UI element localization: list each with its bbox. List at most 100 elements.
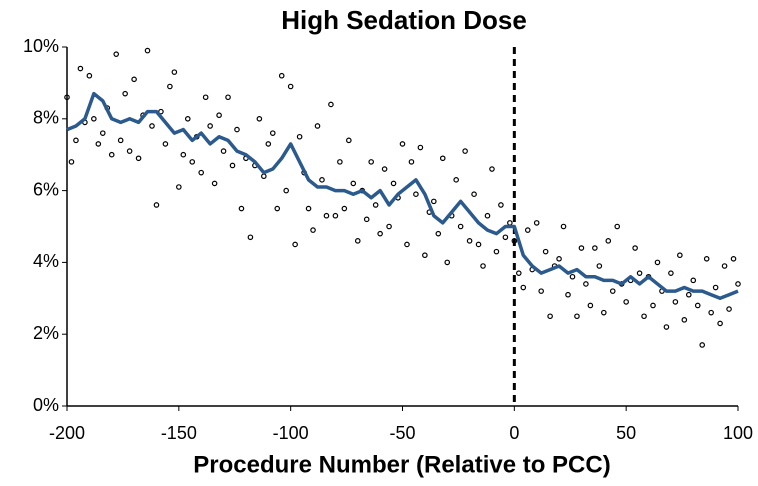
data-point (95, 141, 102, 147)
data-point (337, 159, 343, 165)
data-point (216, 112, 222, 119)
data-point (126, 148, 133, 154)
data-point (180, 151, 187, 158)
y-tick-label: 6% (33, 179, 59, 199)
y-tick-label: 10% (23, 36, 59, 56)
data-point (341, 205, 348, 212)
data-point (390, 180, 397, 187)
y-tick-label: 8% (33, 108, 59, 128)
data-point (663, 324, 670, 330)
data-point (623, 299, 629, 305)
data-point (283, 187, 289, 194)
data-point (131, 76, 137, 83)
data-point (296, 133, 303, 140)
data-point (569, 273, 576, 280)
x-tick-label: 100 (723, 423, 753, 443)
x-tick-label: -150 (161, 423, 197, 443)
data-point (211, 180, 218, 187)
data-point (511, 238, 518, 244)
data-point (654, 259, 661, 266)
y-tick-label: 0% (33, 395, 59, 415)
data-point (703, 256, 710, 262)
x-tick-label: -200 (49, 423, 85, 443)
data-point (328, 101, 334, 108)
data-point (668, 270, 674, 276)
data-point (578, 245, 585, 251)
data-point (690, 277, 697, 284)
data-point (641, 313, 647, 320)
data-point (386, 223, 392, 230)
data-point (489, 166, 495, 172)
data-point (332, 212, 339, 219)
data-point (721, 263, 728, 269)
data-point (498, 202, 504, 208)
data-point (287, 83, 294, 90)
data-point (207, 123, 213, 129)
data-point (605, 238, 612, 244)
data-point (435, 230, 442, 237)
data-point (122, 90, 128, 97)
data-point (735, 281, 741, 287)
x-tick-label: 0 (509, 423, 519, 443)
data-point (135, 155, 142, 162)
data-point (650, 302, 656, 309)
data-point (153, 202, 160, 208)
data-point (256, 116, 263, 122)
data-point (422, 252, 428, 259)
data-point (372, 202, 379, 208)
data-point (408, 159, 415, 165)
data-point (493, 248, 500, 255)
data-point (413, 191, 419, 197)
data-point (417, 144, 424, 151)
data-point (323, 212, 330, 219)
data-point (91, 116, 97, 122)
data-point (600, 309, 607, 316)
data-point (708, 309, 714, 316)
data-point (717, 320, 723, 327)
data-point (533, 220, 540, 226)
data-point (377, 230, 383, 237)
data-point (292, 241, 298, 248)
data-point (399, 141, 406, 147)
data-point (350, 180, 357, 187)
data-point (547, 313, 553, 320)
data-point (587, 302, 594, 309)
data-point (431, 198, 437, 205)
data-point (475, 241, 482, 248)
data-point (64, 94, 70, 101)
data-point (480, 263, 486, 269)
data-point (556, 256, 562, 262)
data-point (234, 126, 240, 133)
y-tick-label: 4% (33, 251, 59, 271)
data-point (596, 263, 603, 269)
data-point (202, 94, 209, 101)
data-point (305, 205, 312, 212)
trend-line (66, 91, 739, 301)
data-point (314, 123, 321, 129)
data-point (117, 137, 124, 144)
data-point (462, 148, 468, 154)
data-point (565, 291, 571, 298)
data-point (453, 177, 459, 183)
data-point (162, 141, 169, 147)
data-point (439, 155, 446, 162)
data-point (144, 47, 151, 54)
data-point (368, 159, 374, 165)
data-point (269, 130, 276, 136)
data-point (609, 288, 616, 294)
x-tick-label: -50 (389, 423, 415, 443)
x-axis-label: Procedure Number (Relative to PCC) (193, 451, 610, 478)
data-point (171, 69, 178, 75)
data-point (77, 65, 84, 72)
data-point (149, 123, 155, 129)
data-point (238, 205, 245, 212)
data-point (189, 159, 196, 165)
data-point (592, 245, 598, 251)
data-point (229, 162, 236, 169)
data-point (677, 252, 683, 259)
data-point (730, 256, 737, 262)
data-point (68, 159, 75, 165)
data-point (632, 245, 638, 251)
data-point (672, 299, 679, 305)
